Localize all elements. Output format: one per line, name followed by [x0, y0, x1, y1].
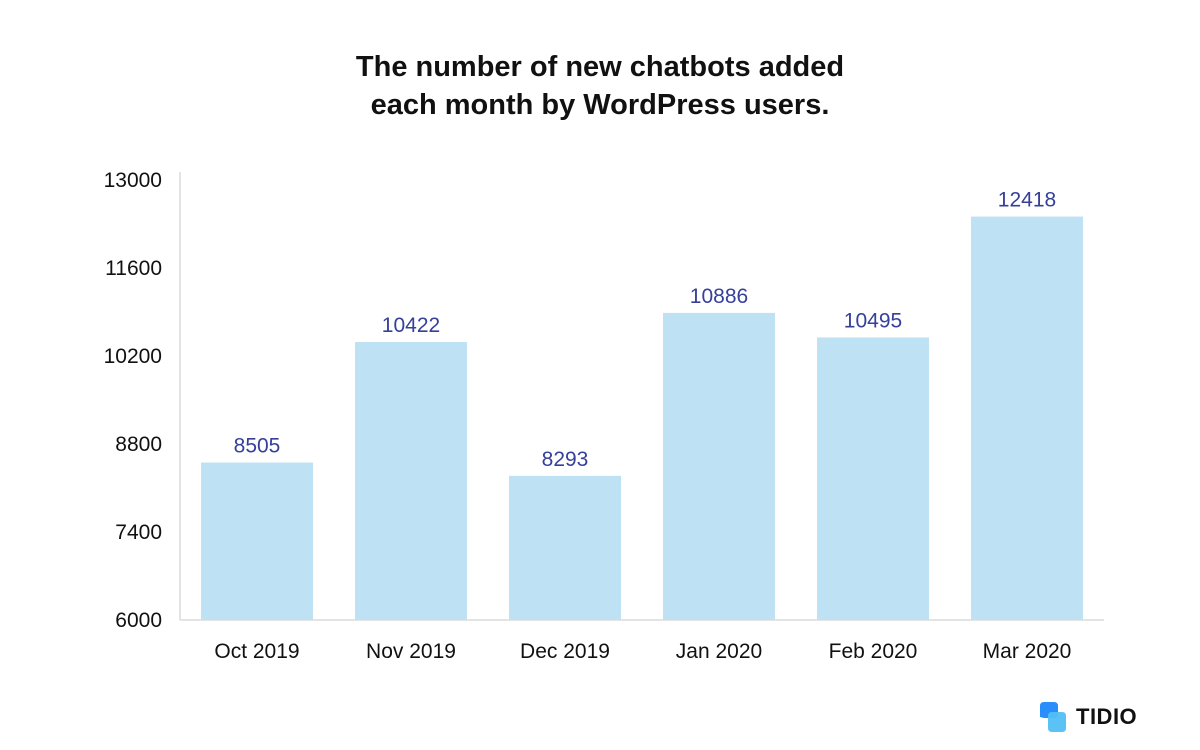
y-tick-label: 11600	[105, 257, 162, 280]
bar	[817, 337, 929, 620]
x-tick-label: Oct 2019	[214, 640, 299, 663]
y-tick-label: 8800	[115, 433, 162, 456]
chart-title-line-1: The number of new chatbots added	[355, 51, 845, 83]
brand-logo: TIDIO	[1036, 700, 1137, 734]
x-tick-label: Mar 2020	[983, 640, 1072, 663]
bar-value-label: 10495	[844, 309, 902, 332]
y-tick-label: 6000	[115, 609, 162, 632]
bar	[355, 342, 467, 620]
bar-value-label: 10886	[690, 285, 748, 308]
x-tick-label: Nov 2019	[366, 640, 456, 663]
bar-value-label: 8293	[542, 448, 589, 471]
chart-title: The number of new chatbots added each mo…	[0, 48, 1200, 124]
y-tick-label: 7400	[115, 521, 162, 544]
x-tick-label: Dec 2019	[520, 640, 610, 663]
bar-value-label: 8505	[234, 435, 281, 458]
bar-value-label: 12418	[998, 189, 1056, 212]
y-tick-label: 13000	[104, 169, 162, 192]
tidio-logo-icon	[1040, 702, 1066, 732]
x-tick-label: Feb 2020	[829, 640, 918, 663]
bar-value-label: 10422	[382, 314, 440, 337]
bar	[201, 462, 313, 620]
x-tick-label: Jan 2020	[676, 640, 762, 663]
bar	[663, 312, 775, 620]
bar	[509, 475, 621, 620]
brand-name: TIDIO	[1076, 704, 1138, 729]
y-tick-label: 10200	[104, 345, 162, 368]
chart-title-line-2: each month by WordPress users.	[370, 89, 830, 121]
bar	[971, 216, 1083, 620]
